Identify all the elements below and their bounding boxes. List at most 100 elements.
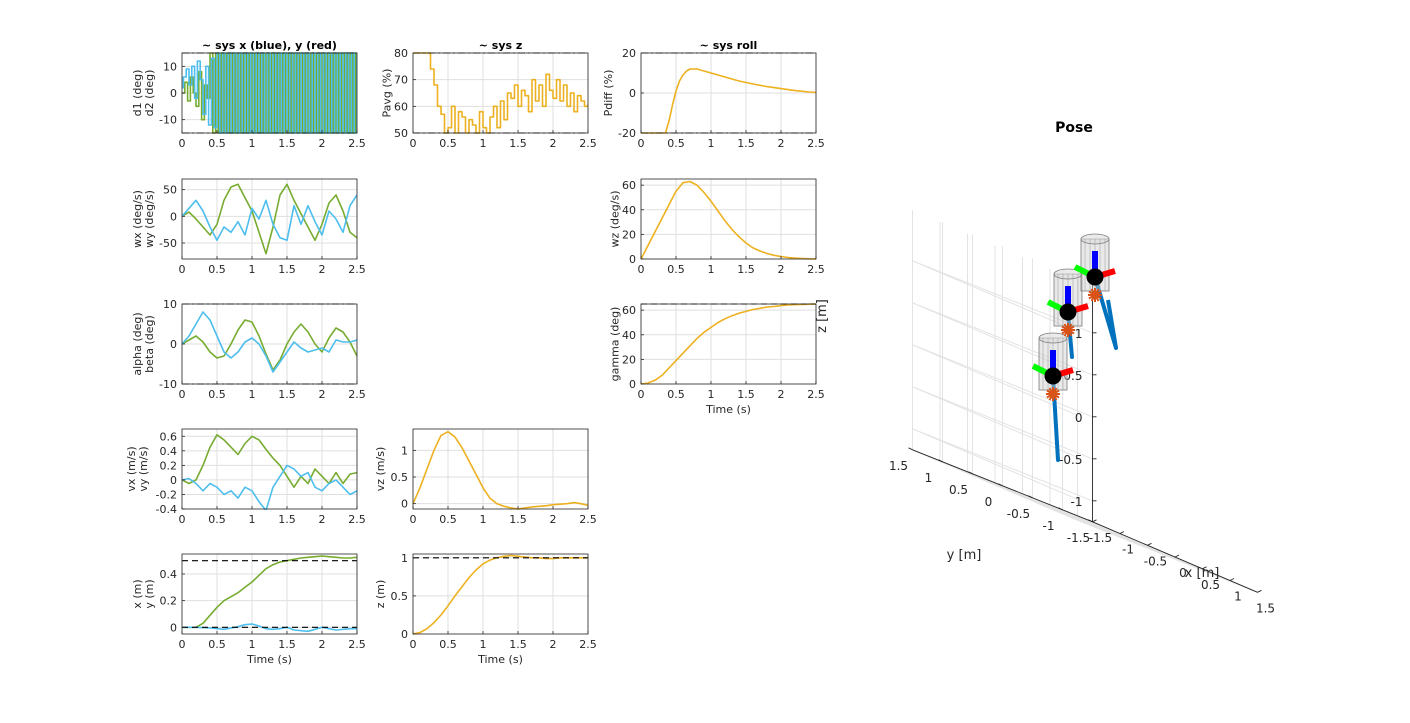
x-tick-label: -0.5 [1144, 554, 1167, 568]
series-line-green [182, 434, 357, 488]
back-wall-gridline [912, 260, 1078, 332]
x-tick-label: 0 [410, 638, 417, 651]
x-tick-label: 2.5 [348, 137, 366, 150]
x-tick-label: 0.5 [208, 263, 226, 276]
x-tick-label: 1 [708, 263, 715, 276]
x-axis-label: Time (s) [705, 403, 751, 416]
y-axis-label: wy (deg/s) [143, 190, 156, 248]
back-wall-gridline [912, 344, 1078, 416]
series-line-green [182, 555, 357, 629]
y-tick [968, 471, 973, 475]
plot-area [413, 429, 588, 509]
side-wall-gridline [912, 386, 1093, 460]
y-tick-label: 50 [163, 184, 177, 197]
x-tick-label: 1 [249, 513, 256, 526]
x-tick-label: 2 [319, 137, 326, 150]
y-tick-label: 0.2 [160, 595, 178, 608]
y-tick-label: 40 [622, 329, 636, 342]
axes-z: 0 0.5 1 1.5 2 2.5 0 0.5 1 Time (s) z (m) [374, 552, 597, 666]
y-tick-label: 0 [629, 253, 636, 266]
series-line-yellow [641, 303, 816, 385]
x-tick-label: 2.5 [348, 638, 366, 651]
back-wall-gridline [912, 428, 1078, 500]
x-tick-label: 0.5 [1201, 578, 1220, 592]
side-wall-gridline [912, 302, 1093, 376]
rotor-marker [1061, 325, 1075, 335]
plot-area [413, 554, 588, 634]
x-tick-label: 1.5 [278, 513, 296, 526]
x-tick-label: 1.5 [737, 137, 755, 150]
z-axis-label: z [m] [815, 299, 830, 333]
x-tick-label: 2 [778, 263, 785, 276]
y-axis-label: y (m) [143, 579, 156, 608]
series-group [641, 180, 816, 260]
x-tick-label: 2 [550, 638, 557, 651]
x-axis-label: Time (s) [246, 653, 292, 666]
y-tick-label: 0 [170, 87, 177, 100]
x-tick [1202, 566, 1207, 570]
axes-xy: 0 0.5 1 1.5 2 2.5 0 0.2 0.4 Time (s) x (m) y (m) [131, 553, 366, 666]
x-tick-label: 0 [1179, 566, 1187, 580]
y-tick-label: 0.5 [391, 471, 409, 484]
x-tick-label: 0.5 [667, 137, 685, 150]
y-tick-label: -0.2 [156, 488, 177, 501]
y-tick-label: 0.5 [391, 590, 409, 603]
vehicle-center [1059, 303, 1077, 321]
x-tick-label: 0.5 [208, 513, 226, 526]
side-wall-gridline [912, 260, 1093, 334]
x-tick-label: 1.5 [737, 388, 755, 401]
x-tick-label: 0.5 [439, 638, 457, 651]
series-line-yellow [413, 52, 588, 134]
x-tick-label: 0 [179, 388, 186, 401]
axes-v: 0 0.5 1 1.5 2 2.5 -0.4 -0.20 0.20.4 0.6 vx (m/s) vy… [125, 428, 366, 526]
plot-area [182, 179, 357, 259]
side-wall-gridline [912, 428, 1093, 502]
x-tick-label: 2.5 [348, 513, 366, 526]
series-line-blue [182, 464, 357, 510]
y-axis-label: Pdiff (%) [602, 70, 615, 117]
x-tick-label: 1 [480, 513, 487, 526]
series-group [413, 554, 588, 635]
y-tick-label: 0 [985, 495, 993, 509]
x-tick-label: 1.5 [278, 263, 296, 276]
x-tick-label: 2.5 [348, 388, 366, 401]
z-tick-label: 0 [1075, 411, 1083, 425]
y-tick-label: 1 [925, 471, 933, 485]
x-tick-label: 2 [550, 513, 557, 526]
y-tick [1088, 519, 1093, 523]
x-tick-label: 1.5 [509, 513, 527, 526]
y-tick-label: 40 [622, 204, 636, 217]
y-tick-label: 50 [394, 127, 408, 140]
x-tick [1119, 531, 1125, 534]
vehicle-pose [1031, 332, 1074, 462]
series-group [413, 430, 588, 510]
x-tick-label: 0.5 [208, 137, 226, 150]
y-tick-label: -10 [159, 114, 177, 127]
y-axis-label: vz (m/s) [374, 447, 387, 492]
x-tick-label: 2.5 [579, 137, 597, 150]
y-tick [938, 459, 943, 463]
y-tick-label: 0.2 [160, 459, 178, 472]
axes-title: ~ sys x (blue), y (red) [202, 39, 337, 52]
x-tick-label: 0.5 [439, 137, 457, 150]
x-axis-label: Time (s) [477, 653, 523, 666]
x-tick-label: 0 [638, 137, 645, 150]
y-tick-label: 80 [394, 47, 408, 60]
axes-box [181, 178, 358, 260]
x-tick-label: 0 [638, 263, 645, 276]
plot-area [641, 304, 816, 384]
x-tick-label: 0.5 [667, 388, 685, 401]
x-tick-label: 2.5 [348, 263, 366, 276]
y-axis-label: x (m) [131, 579, 144, 608]
axes-title: ~ sys z [479, 39, 523, 52]
vehicle-center [1044, 367, 1062, 385]
y-axis-label: alpha (deg) [131, 312, 144, 375]
x-tick [1229, 578, 1235, 581]
y-tick-label: 0 [170, 474, 177, 487]
axes-box [412, 428, 589, 510]
x-tick-label: 2 [319, 388, 326, 401]
